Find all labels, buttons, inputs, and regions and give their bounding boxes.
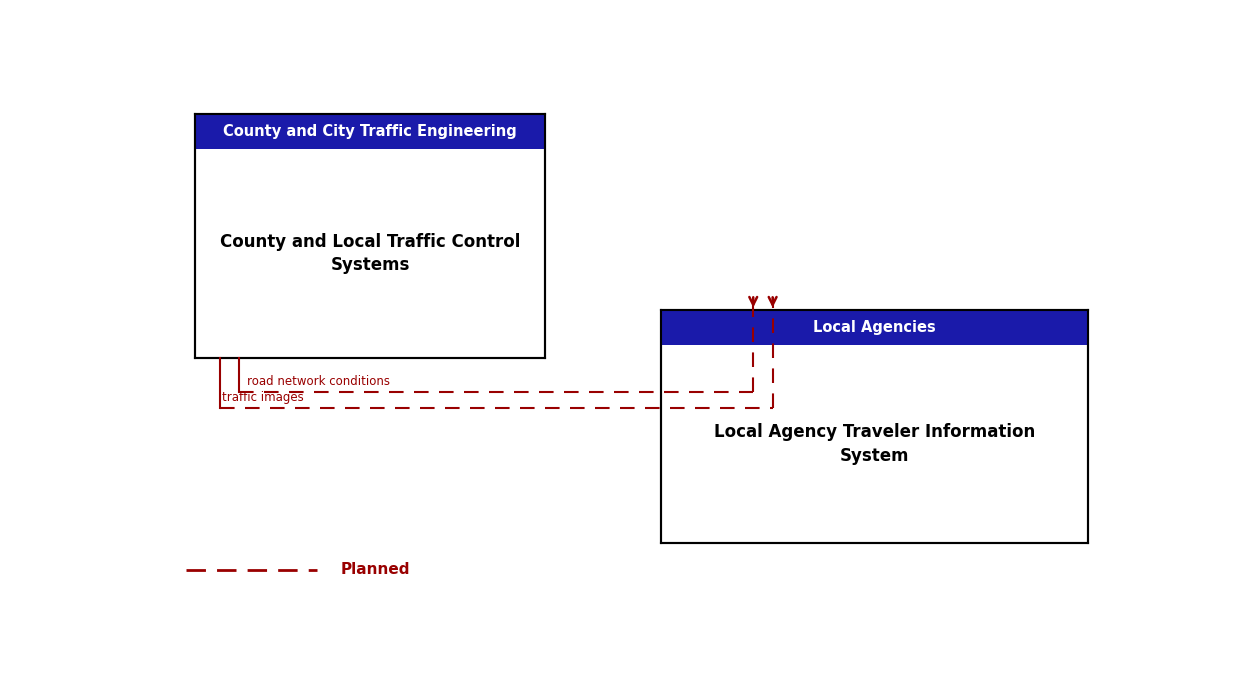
Text: County and Local Traffic Control
Systems: County and Local Traffic Control Systems <box>220 233 520 275</box>
Text: Planned: Planned <box>341 562 411 577</box>
Text: traffic images: traffic images <box>223 391 304 404</box>
Bar <box>195 114 545 149</box>
Text: road network conditions: road network conditions <box>247 375 389 388</box>
Text: County and City Traffic Engineering: County and City Traffic Engineering <box>223 124 517 139</box>
Text: Local Agency Traveler Information
System: Local Agency Traveler Information System <box>714 423 1035 465</box>
Text: Local Agencies: Local Agencies <box>813 320 936 335</box>
Bar <box>661 310 1088 345</box>
Bar <box>661 310 1088 544</box>
Bar <box>195 114 545 358</box>
